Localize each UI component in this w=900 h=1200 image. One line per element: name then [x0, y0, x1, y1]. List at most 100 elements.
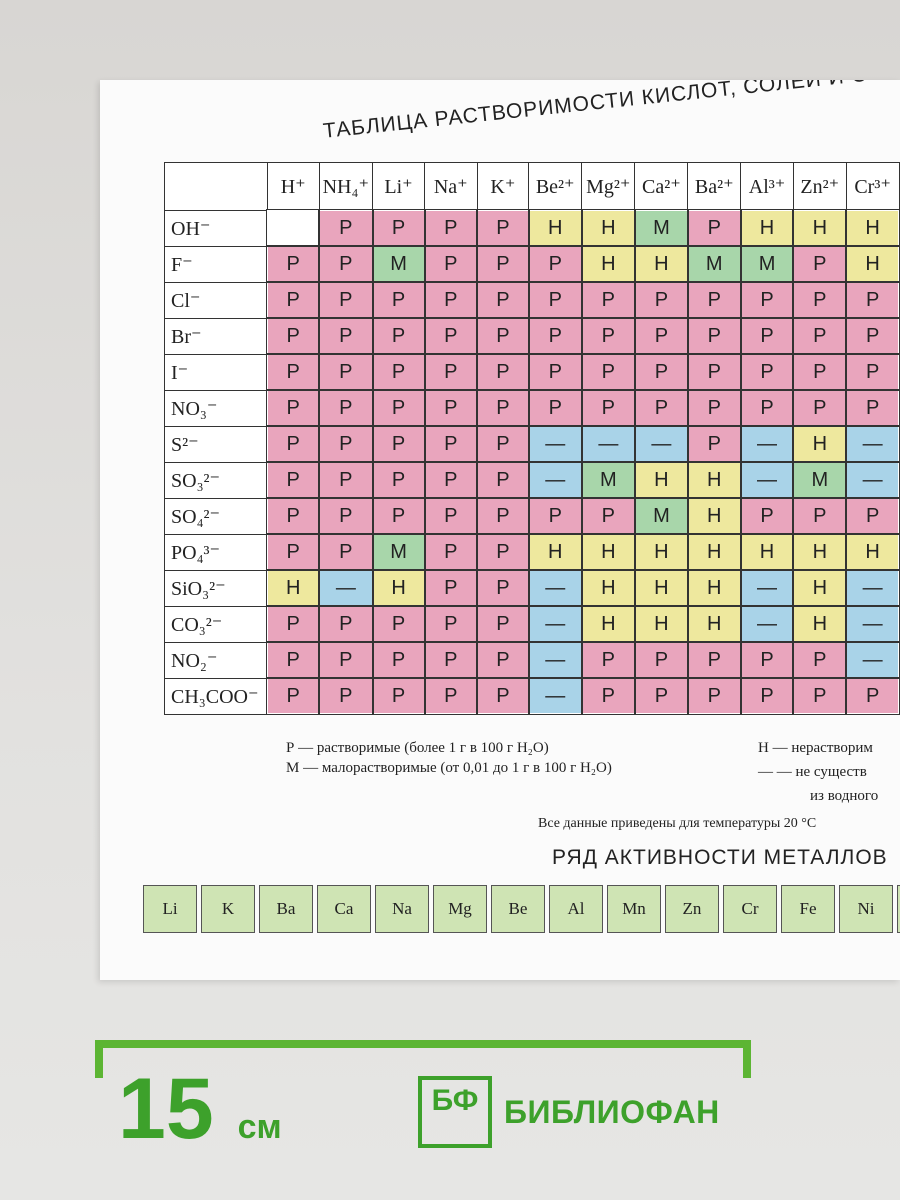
- metal-cell: Mg: [433, 885, 487, 933]
- solubility-cell: Н: [845, 533, 900, 571]
- column-header: Zn²⁺: [792, 162, 847, 211]
- solubility-cell: —: [739, 461, 795, 499]
- solubility-cell: Р: [476, 497, 530, 535]
- legend-insoluble: Н — нерастворим: [758, 740, 873, 756]
- solubility-cell: Р: [266, 317, 321, 355]
- solubility-cell: Н: [580, 569, 636, 607]
- solubility-cell: Р: [476, 245, 530, 283]
- solubility-cell: Р: [792, 281, 848, 319]
- table-row: Cl⁻ Р Р Р Р Р Р Р Р Р Р Р Р: [164, 281, 900, 319]
- solubility-cell: Р: [266, 389, 321, 427]
- solubility-cell: Р: [527, 245, 583, 283]
- solubility-cell: Р: [792, 353, 848, 391]
- solubility-cell: Р: [318, 677, 374, 715]
- solubility-cell: Р: [423, 497, 479, 535]
- solubility-cell: Р: [633, 389, 689, 427]
- solubility-cell: М: [633, 209, 689, 247]
- metal-cell: Zn: [665, 885, 719, 933]
- solubility-cell: —: [527, 641, 583, 679]
- solubility-cell: Р: [845, 317, 900, 355]
- metal-cell: Fe: [781, 885, 835, 933]
- table-corner: [164, 162, 268, 211]
- solubility-cell: Н: [739, 209, 795, 247]
- legend-slightly: М — малорастворимые (от 0,01 до 1 г в 10…: [286, 760, 612, 776]
- solubility-cell: Н: [633, 461, 689, 499]
- logo-text: БИБЛИОФАН: [504, 1093, 720, 1130]
- solubility-cell: М: [792, 461, 848, 499]
- solubility-cell: —: [739, 605, 795, 643]
- solubility-cell: Р: [476, 641, 530, 679]
- solubility-cell: Р: [476, 533, 530, 571]
- table-row: I⁻ Р Р Р Р Р Р Р Р Р Р Р Р: [164, 353, 900, 391]
- table-row: CO₃²⁻ Р Р Р Р Р — Н Н Н — Н —: [164, 605, 900, 643]
- page-title: ТАБЛИЦА РАСТВОРИМОСТИ КИСЛОТ, СОЛЕЙ И ОС…: [322, 80, 900, 143]
- solubility-table: H⁺ NH₄⁺ Li⁺ Na⁺ K⁺ Be²⁺ Mg²⁺ Ca²⁺ Ba²⁺ Al³⁺ Zn²⁺ Cr…: [164, 162, 900, 715]
- metal-cell: Sn: [897, 885, 900, 933]
- solubility-cell: Н: [633, 245, 689, 283]
- logo-mark: БФ: [431, 1084, 479, 1117]
- row-header: I⁻: [164, 353, 268, 391]
- solubility-cell: Н: [739, 533, 795, 571]
- solubility-cell: Р: [580, 497, 636, 535]
- solubility-cell: Р: [423, 353, 479, 391]
- legend-nonexistent-cont: из водного: [810, 788, 879, 804]
- solubility-cell: Р: [845, 281, 900, 319]
- solubility-cell: Р: [371, 425, 426, 463]
- solubility-cell: Н: [792, 569, 848, 607]
- solubility-cell: Р: [527, 281, 583, 319]
- solubility-cell: Р: [476, 353, 530, 391]
- table-row: NO₃⁻ Р Р Р Р Р Р Р Р Р Р Р Р: [164, 389, 900, 427]
- solubility-cell: Р: [266, 677, 321, 715]
- solubility-cell: Р: [476, 605, 530, 643]
- solubility-cell: Р: [527, 389, 583, 427]
- row-header: Cl⁻: [164, 281, 268, 319]
- solubility-cell: Р: [266, 497, 321, 535]
- solubility-cell: Р: [739, 317, 795, 355]
- row-header: F⁻: [164, 245, 268, 283]
- size-label: 15 см: [118, 1060, 282, 1159]
- solubility-cell: Н: [686, 605, 742, 643]
- column-header: NH₄⁺: [318, 162, 374, 211]
- solubility-cell: Н: [633, 533, 689, 571]
- metal-cell: Na: [375, 885, 429, 933]
- solubility-cell: Р: [476, 389, 530, 427]
- solubility-cell: Р: [739, 641, 795, 679]
- solubility-cell: Р: [318, 641, 374, 679]
- solubility-cell: Р: [845, 353, 900, 391]
- solubility-cell: Н: [686, 497, 742, 535]
- metal-cell: Cr: [723, 885, 777, 933]
- solubility-cell: Р: [686, 677, 742, 715]
- row-header: SiO₃²⁻: [164, 569, 268, 607]
- solubility-cell: Н: [580, 533, 636, 571]
- solubility-cell: Р: [845, 497, 900, 535]
- solubility-cell: Р: [371, 209, 426, 247]
- metal-cell: Ca: [317, 885, 371, 933]
- solubility-cell: Р: [792, 677, 848, 715]
- table-row: F⁻ Р Р М Р Р Р Н Н М М Р Н: [164, 245, 900, 283]
- solubility-cell: Р: [318, 605, 374, 643]
- solubility-cell: Н: [792, 533, 848, 571]
- solubility-cell: Р: [371, 389, 426, 427]
- solubility-cell: —: [845, 461, 900, 499]
- solubility-cell: Р: [371, 281, 426, 319]
- solubility-cell: Р: [527, 353, 583, 391]
- solubility-cell: Н: [686, 569, 742, 607]
- solubility-cell: —: [845, 641, 900, 679]
- solubility-cell: Н: [792, 425, 848, 463]
- solubility-cell: М: [633, 497, 689, 535]
- metal-cell: Ni: [839, 885, 893, 933]
- solubility-cell: Р: [845, 677, 900, 715]
- row-header: PO₄³⁻: [164, 533, 268, 571]
- solubility-cell: Р: [318, 533, 374, 571]
- size-unit: см: [237, 1108, 282, 1146]
- column-header: Na⁺: [424, 162, 478, 211]
- metal-cell: K: [201, 885, 255, 933]
- solubility-cell: Р: [580, 281, 636, 319]
- solubility-cell: Р: [476, 281, 530, 319]
- solubility-cell: Р: [686, 281, 742, 319]
- solubility-cell: —: [845, 605, 900, 643]
- row-header: SO₄²⁻: [164, 497, 268, 535]
- solubility-cell: —: [845, 425, 900, 463]
- column-header: Be²⁺: [528, 162, 583, 211]
- solubility-cell: Р: [423, 533, 479, 571]
